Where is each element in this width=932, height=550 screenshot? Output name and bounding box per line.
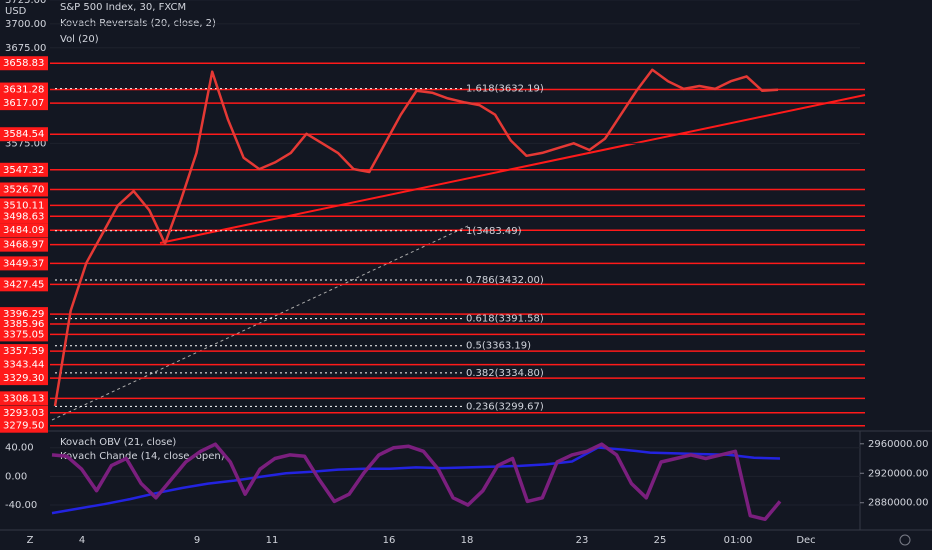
level-label: 3510.11 — [3, 200, 44, 211]
x-tick-label: 16 — [383, 535, 396, 546]
level-box — [0, 357, 48, 372]
y-tick-label: 3725.00 — [5, 0, 46, 6]
level-box — [0, 371, 48, 386]
level-box — [0, 344, 48, 359]
y-tick-label: 0.00 — [5, 471, 27, 482]
x-tick-label: 4 — [79, 535, 85, 546]
level-label: 3308.13 — [3, 393, 44, 404]
y2-tick-label: 2920000.00 — [868, 468, 928, 479]
level-label: 3396.29 — [3, 309, 44, 320]
level-box — [0, 223, 48, 238]
x-tick-label: 9 — [194, 535, 200, 546]
corner-label: Z — [27, 535, 34, 546]
level-box — [0, 96, 48, 111]
level-label: 3526.70 — [3, 184, 44, 195]
fib-label: 0.236(3299.67) — [466, 401, 544, 412]
x-tick-label: 01:00 — [724, 535, 753, 546]
level-box — [0, 277, 48, 292]
level-label: 3293.03 — [3, 408, 44, 419]
level-label: 3427.45 — [3, 279, 44, 290]
x-tick-label: Dec — [796, 535, 815, 546]
legend-entry: Kovach Chande (14, close, open) — [60, 451, 225, 462]
series-line — [53, 68, 779, 407]
y-tick-label: 3675.00 — [5, 43, 46, 54]
level-label: 3329.30 — [3, 373, 44, 384]
level-box — [0, 327, 48, 342]
fib-label: 0.382(3334.80) — [466, 368, 544, 379]
level-label: 3484.09 — [3, 225, 44, 236]
fib-label: 1.618(3632.19) — [466, 84, 544, 95]
series-line — [51, 446, 781, 515]
level-label: 3375.05 — [3, 329, 44, 340]
indicator-label: Vol (20) — [60, 34, 99, 45]
level-box — [0, 82, 48, 97]
y2-tick-label: 2960000.00 — [868, 439, 928, 450]
y-tick-label: 40.00 — [5, 443, 34, 454]
level-label: 3584.54 — [3, 129, 44, 140]
level-label: 3547.32 — [3, 165, 44, 176]
chart-title: S&P 500 Index, 30, FXCM — [60, 2, 186, 13]
fib-label: 1(3483.49) — [466, 226, 522, 237]
currency-label: USD — [5, 6, 27, 17]
level-label: 3631.28 — [3, 85, 44, 96]
level-box — [0, 56, 48, 71]
x-tick-label: 23 — [576, 535, 589, 546]
level-box — [0, 182, 48, 197]
y-tick-label: 3700.00 — [5, 19, 46, 30]
level-box — [0, 198, 48, 213]
fib-label: 0.618(3391.58) — [466, 314, 544, 325]
level-label: 3449.37 — [3, 258, 44, 269]
level-box — [0, 391, 48, 406]
level-label: 3385.96 — [3, 319, 44, 330]
level-box — [0, 256, 48, 271]
level-label: 3357.59 — [3, 346, 44, 357]
level-box — [0, 127, 48, 142]
level-label: 3658.83 — [3, 58, 44, 69]
level-label: 3617.07 — [3, 98, 44, 109]
fib-label: 0.786(3432.00) — [466, 275, 544, 286]
trend-line — [159, 94, 866, 244]
series-line — [51, 442, 782, 522]
level-label: 3279.50 — [3, 421, 44, 432]
y-tick-label: 3575.00 — [5, 138, 46, 149]
x-tick-label: 11 — [266, 535, 279, 546]
x-tick-label: 25 — [654, 535, 667, 546]
level-box — [0, 237, 48, 252]
level-box — [0, 405, 48, 420]
fib-diagonal — [51, 224, 471, 421]
y2-tick-label: 2880000.00 — [868, 498, 928, 509]
level-box — [0, 162, 48, 177]
settings-icon[interactable] — [899, 534, 911, 546]
level-box — [0, 418, 48, 433]
level-label: 3343.44 — [3, 360, 44, 371]
level-box — [0, 209, 48, 224]
x-tick-label: 18 — [461, 535, 474, 546]
y-tick-label: -40.00 — [5, 500, 37, 511]
level-label: 3498.63 — [3, 211, 44, 222]
legend-entry: Kovach OBV (21, close) — [60, 437, 176, 448]
fib-label: 0.5(3363.19) — [466, 341, 531, 352]
level-label: 3468.97 — [3, 240, 44, 251]
